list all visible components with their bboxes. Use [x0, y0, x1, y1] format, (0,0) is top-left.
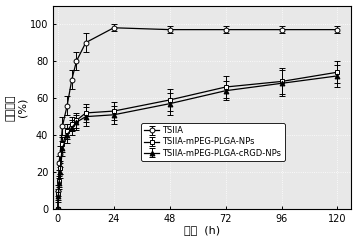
Legend: TSIIA, TSIIA-mPEG-PLGA-NPs, TSIIA-mPEG-PLGA-cRGD-NPs: TSIIA, TSIIA-mPEG-PLGA-NPs, TSIIA-mPEG-P… [141, 123, 285, 161]
Y-axis label: 释药曲线
(%): 释药曲线 (%) [6, 94, 27, 121]
X-axis label: 时间  (h): 时间 (h) [184, 225, 220, 235]
